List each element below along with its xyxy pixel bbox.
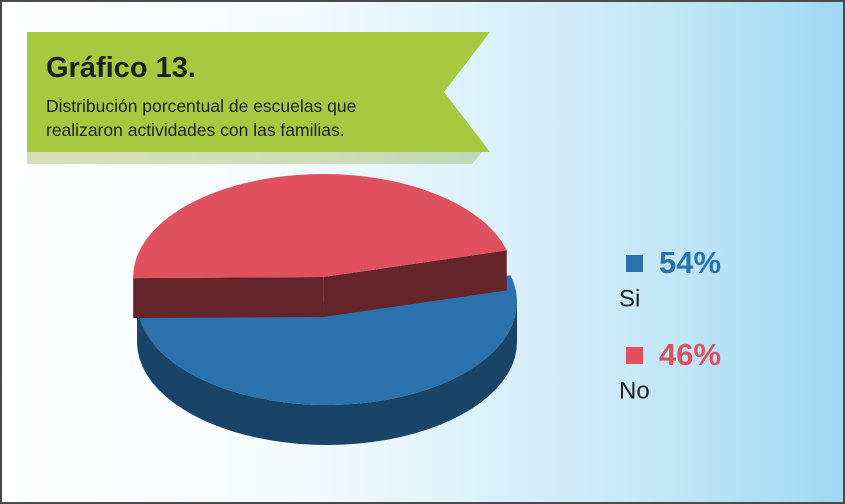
legend-swatch [626,255,643,272]
legend: 54% Si 46% No [619,245,721,404]
banner-shadow [27,152,482,164]
chart-subtitle: Distribución porcentual de escuelas que … [46,96,357,140]
slice-wall [133,277,324,319]
legend-value: 46% [659,337,721,372]
legend-label: Si [619,285,640,312]
banner [27,32,490,152]
legend-value: 54% [659,245,721,280]
pie [133,174,517,445]
slice [133,174,507,279]
chart-title: Gráfico 13. [46,52,196,84]
slice-wall [323,250,507,318]
slice-side [137,302,517,445]
legend-label: No [619,377,650,404]
legend-swatch [626,347,643,364]
